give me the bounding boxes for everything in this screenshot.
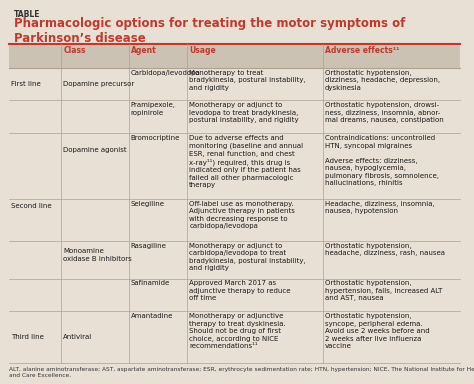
- Text: Usage: Usage: [190, 46, 217, 55]
- Text: ALT, alanine aminotransferase; AST, aspartate aminotransferase; ESR, erythrocyte: ALT, alanine aminotransferase; AST, aspa…: [9, 367, 474, 378]
- Text: Bromocriptine: Bromocriptine: [131, 135, 180, 141]
- Text: Selegiline: Selegiline: [131, 201, 164, 207]
- Text: Due to adverse effects and
monitoring (baseline and annual
ESR, renal function, : Due to adverse effects and monitoring (b…: [189, 135, 303, 189]
- Text: Monotherapy to treat
bradykinesia, postural instability,
and rigidity: Monotherapy to treat bradykinesia, postu…: [189, 70, 306, 91]
- Text: Rasagiline: Rasagiline: [131, 243, 166, 249]
- Text: Headache, dizziness, insomnia,
nausea, hypotension: Headache, dizziness, insomnia, nausea, h…: [325, 201, 434, 214]
- Text: Third line: Third line: [11, 334, 44, 340]
- Text: Orthostatic hypotension,
hypertension, falls, increased ALT
and AST, nausea: Orthostatic hypotension, hypertension, f…: [325, 280, 442, 301]
- Text: Adverse effects¹¹: Adverse effects¹¹: [325, 46, 400, 55]
- Text: First line: First line: [11, 81, 41, 87]
- Text: Orthostatic hypotension,
headache, dizziness, rash, nausea: Orthostatic hypotension, headache, dizzi…: [325, 243, 445, 257]
- Text: Monotherapy or adjunct to
levodopa to treat bradykinesia,
postural instability, : Monotherapy or adjunct to levodopa to tr…: [189, 102, 299, 123]
- Text: TABLE: TABLE: [14, 10, 41, 18]
- Text: Carbidopa/levodopa: Carbidopa/levodopa: [131, 70, 201, 76]
- Text: Class: Class: [64, 46, 86, 55]
- Bar: [9, 44, 460, 68]
- Text: Pramipexole,
ropinirole: Pramipexole, ropinirole: [131, 102, 176, 116]
- Text: Monotherapy or adjunctive
therapy to treat dyskinesia.
Should not be drug of fir: Monotherapy or adjunctive therapy to tre…: [189, 313, 286, 349]
- Text: Dopamine precursor: Dopamine precursor: [63, 81, 134, 87]
- Text: Safinamide: Safinamide: [131, 280, 170, 286]
- Text: Monotherapy or adjunct to
carbidopa/levodopa to treat
bradykinesia, postural ins: Monotherapy or adjunct to carbidopa/levo…: [189, 243, 306, 271]
- Text: Second line: Second line: [11, 203, 52, 209]
- Text: Amantadine: Amantadine: [131, 313, 173, 319]
- Text: Pharmacologic options for treating the motor symptoms of Parkinson’s disease: Pharmacologic options for treating the m…: [14, 17, 406, 45]
- Text: Approved March 2017 as
adjunctive therapy to reduce
off time: Approved March 2017 as adjunctive therap…: [189, 280, 291, 301]
- Text: Monoamine
oxidase B inhibitors: Monoamine oxidase B inhibitors: [63, 248, 132, 262]
- Text: Antiviral: Antiviral: [63, 334, 92, 340]
- Bar: [9, 44, 460, 363]
- Text: Dopamine agonist: Dopamine agonist: [63, 147, 127, 152]
- Text: Contraindications: uncontrolled
HTN, syncopal migraines

Adverse effects: dizzin: Contraindications: uncontrolled HTN, syn…: [325, 135, 438, 186]
- Text: Orthostatic hypotension,
dizziness, headache, depression,
dyskinesia: Orthostatic hypotension, dizziness, head…: [325, 70, 440, 91]
- Text: Orthostatic hypotension,
syncope, peripheral edema.
Avoid use 2 weeks before and: Orthostatic hypotension, syncope, periph…: [325, 313, 429, 349]
- Text: Orthostatic hypotension, drowsi-
ness, dizziness, insomnia, abnor-
mal dreams, n: Orthostatic hypotension, drowsi- ness, d…: [325, 102, 443, 123]
- Text: Off-label use as monotherapy.
Adjunctive therapy in patients
with decreasing res: Off-label use as monotherapy. Adjunctive…: [189, 201, 295, 229]
- Text: Agent: Agent: [131, 46, 157, 55]
